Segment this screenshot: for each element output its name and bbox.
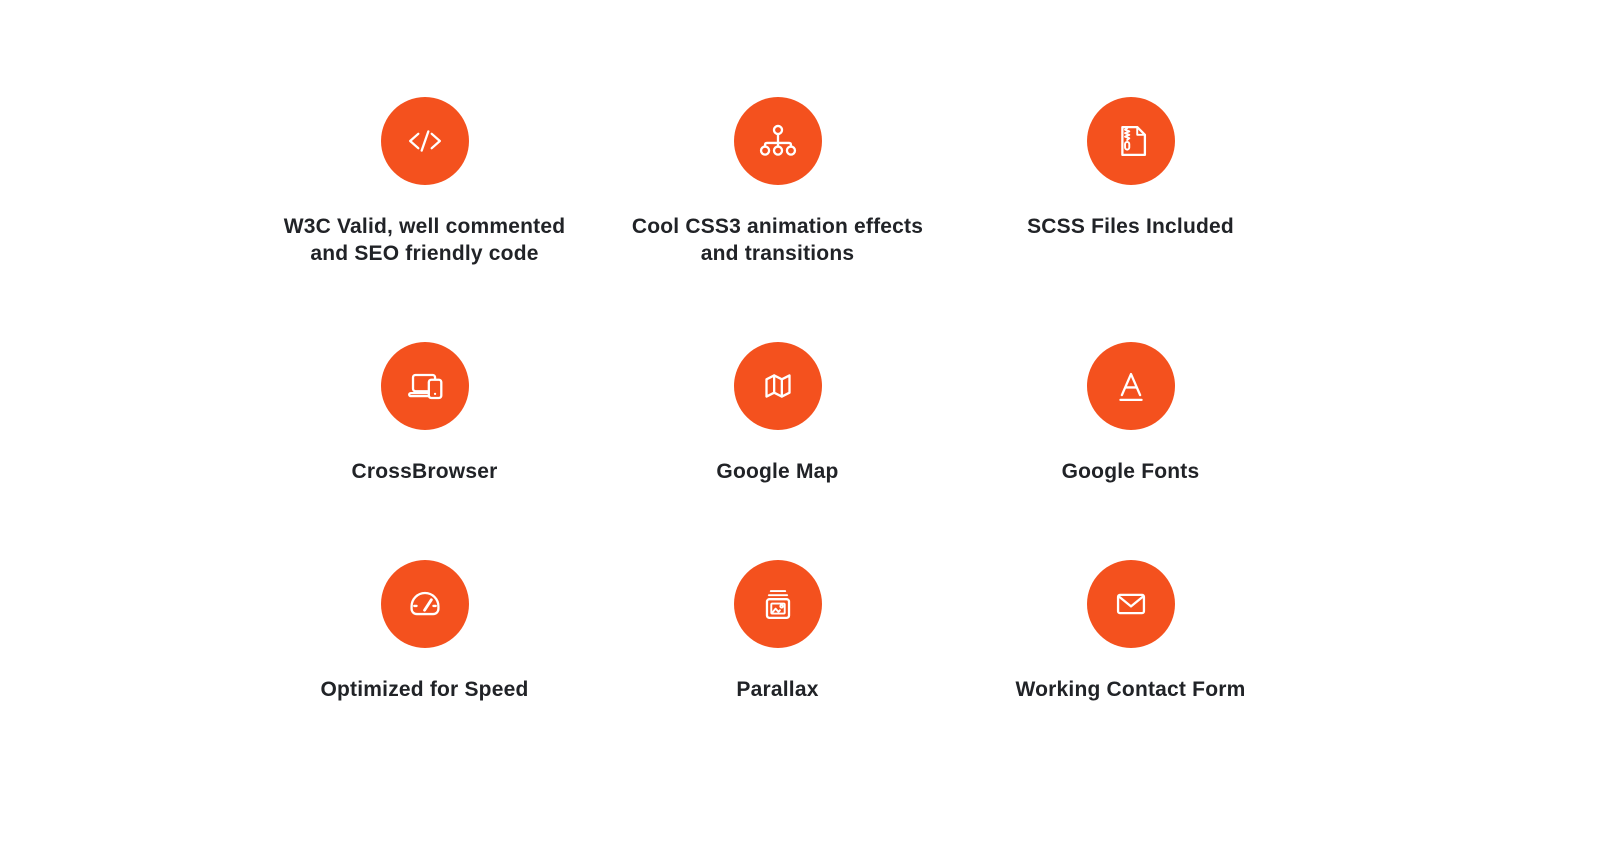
map-icon xyxy=(733,342,822,430)
devices-icon xyxy=(380,342,469,430)
sitemap-icon xyxy=(733,97,822,185)
feature-label: CrossBrowser xyxy=(351,460,498,483)
feature-label: W3C Valid, well commented and SEO friend… xyxy=(283,215,566,265)
feature-css3-animations: Cool CSS3 animation effects and transiti… xyxy=(601,97,954,267)
feature-label: SCSS Files Included xyxy=(1027,215,1234,238)
feature-label: Google Fonts xyxy=(1061,460,1200,483)
feature-parallax: Parallax xyxy=(601,560,954,703)
feature-label: Working Contact Form xyxy=(1015,678,1246,701)
feature-label: Google Map xyxy=(716,460,839,483)
parallax-icon xyxy=(733,560,822,648)
envelope-icon xyxy=(1086,560,1175,648)
feature-w3c-valid: W3C Valid, well commented and SEO friend… xyxy=(248,97,601,267)
feature-label: Cool CSS3 animation effects and transiti… xyxy=(631,215,924,265)
speedometer-icon xyxy=(380,560,469,648)
zip-file-icon xyxy=(1086,97,1175,185)
fonts-icon xyxy=(1086,342,1175,430)
feature-google-fonts: Google Fonts xyxy=(954,342,1307,485)
feature-scss-files: SCSS Files Included xyxy=(954,97,1307,267)
feature-contact-form: Working Contact Form xyxy=(954,560,1307,703)
feature-label: Optimized for Speed xyxy=(320,678,529,701)
code-icon xyxy=(380,97,469,185)
feature-optimized-speed: Optimized for Speed xyxy=(248,560,601,703)
feature-google-map: Google Map xyxy=(601,342,954,485)
feature-crossbrowser: CrossBrowser xyxy=(248,342,601,485)
feature-label: Parallax xyxy=(736,678,819,701)
features-grid: W3C Valid, well commented and SEO friend… xyxy=(248,0,1307,703)
